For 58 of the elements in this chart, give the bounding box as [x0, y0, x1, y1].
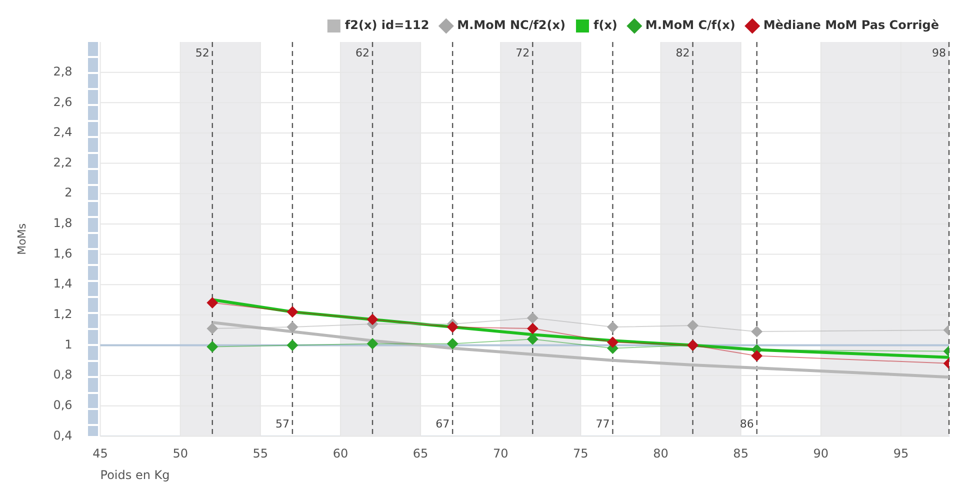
point	[447, 322, 458, 333]
point	[206, 297, 218, 308]
point	[367, 338, 378, 350]
x-tick-label: 55	[252, 446, 268, 461]
ref-line-label: 62	[356, 46, 370, 60]
y-tick-label: 0,8	[53, 368, 72, 382]
ref-line-label: 77	[596, 418, 610, 431]
point	[751, 326, 762, 338]
ref-line-label: 52	[195, 46, 210, 60]
point	[607, 322, 618, 333]
y-tick-label: 2,2	[53, 155, 72, 170]
point	[286, 306, 298, 318]
y-tick-label: 0,6	[53, 398, 72, 412]
legend-label: Mèdiane MoM Pas Corrigè	[763, 18, 940, 32]
y-tick-label: 1,8	[53, 216, 72, 230]
point	[206, 323, 218, 334]
point	[527, 312, 538, 324]
y-tick-label: 1,4	[53, 276, 72, 291]
point	[687, 320, 698, 332]
x-tick-label: 85	[733, 446, 748, 461]
x-tick-label: 45	[92, 446, 108, 461]
point	[751, 350, 762, 362]
ref-line-label: 57	[275, 418, 290, 431]
y-tick-label: 2,4	[53, 125, 72, 140]
point	[286, 340, 298, 351]
x-tick-label: 75	[573, 446, 588, 461]
legend-label: f(x)	[593, 18, 618, 32]
ref-line-label: 72	[516, 46, 530, 60]
point	[206, 341, 218, 352]
x-tick-label: 60	[332, 446, 348, 461]
legend-label: M.MoM NC/f2(x)	[457, 18, 566, 32]
x-axis-title: Poids en Kg	[100, 468, 170, 482]
x-tick-label: 70	[492, 446, 508, 461]
y-tick-label: 2	[64, 186, 72, 200]
point	[527, 334, 538, 345]
ref-line-label: 82	[676, 46, 690, 60]
legend-label: f2(x) id=112	[344, 18, 430, 32]
point	[527, 323, 538, 334]
y-tick-label: 1	[64, 337, 72, 352]
x-tick-label: 65	[412, 446, 428, 461]
point	[447, 338, 458, 350]
ref-line-label: 98	[932, 46, 946, 60]
legend-label: M.MoM C/f(x)	[645, 18, 736, 32]
y-tick-label: 1,6	[53, 246, 72, 260]
point	[607, 336, 618, 348]
ref-line-label: 67	[436, 418, 450, 431]
ref-line-label: 86	[740, 418, 754, 431]
y-tick-label: 2,6	[53, 94, 72, 109]
point	[286, 322, 298, 333]
x-tick-label: 95	[893, 446, 909, 461]
y-tick-label: 1,2	[53, 307, 72, 322]
x-tick-label: 50	[172, 446, 188, 461]
y-tick-label: 2,8	[53, 64, 72, 78]
x-tick-label: 90	[813, 446, 829, 461]
y-tick-label: 0,4	[53, 428, 72, 442]
x-tick-label: 80	[653, 446, 668, 461]
y-axis-title: MoMs	[15, 223, 28, 255]
point	[367, 314, 378, 325]
